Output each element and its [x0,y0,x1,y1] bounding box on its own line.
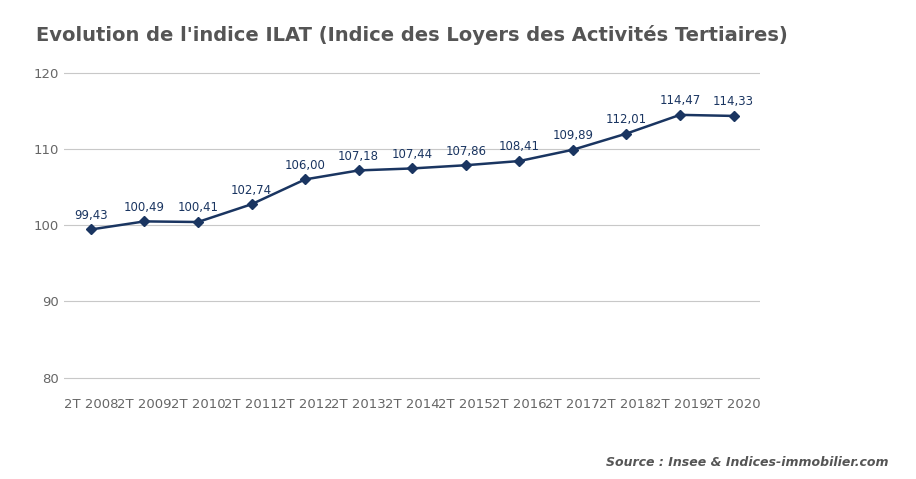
Text: 107,18: 107,18 [338,150,379,163]
Text: 100,49: 100,49 [124,201,165,214]
Text: 100,41: 100,41 [178,201,219,215]
Text: 99,43: 99,43 [74,209,108,222]
Text: 109,89: 109,89 [552,129,594,142]
Text: 102,74: 102,74 [231,183,272,197]
Text: 108,41: 108,41 [499,140,540,153]
Text: Source : Insee & Indices-immobilier.com: Source : Insee & Indices-immobilier.com [606,456,889,469]
Text: 112,01: 112,01 [605,113,647,126]
Text: 114,47: 114,47 [660,94,701,107]
Text: 107,86: 107,86 [445,145,486,158]
Text: 107,44: 107,44 [392,148,432,161]
Title: Evolution de l'indice ILAT (Indice des Loyers des Activités Tertiaires): Evolution de l'indice ILAT (Indice des L… [37,25,788,45]
Text: 114,33: 114,33 [713,95,754,108]
Text: 106,00: 106,00 [285,159,325,172]
